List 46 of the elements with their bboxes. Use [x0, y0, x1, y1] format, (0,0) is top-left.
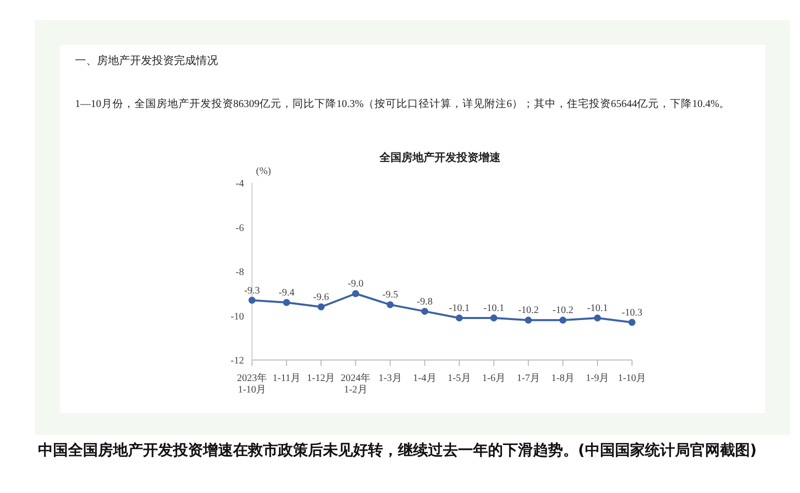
y-tick-label: -10	[230, 311, 244, 322]
x-tick-label: 1-9月	[586, 373, 610, 384]
x-tick-label: 1-3月	[378, 373, 402, 384]
x-tick-label: 1-11月	[272, 373, 301, 384]
point	[421, 308, 428, 315]
y-axis-title: (%)	[256, 166, 271, 177]
x-tick-label: 2024年 1-2月	[340, 372, 371, 396]
x-tick-label: 1-5月	[448, 373, 471, 384]
x-tick-label: 1-10月	[618, 373, 646, 384]
point	[248, 296, 256, 304]
point	[352, 290, 360, 298]
data-label: -9.3	[244, 285, 260, 296]
text: 中国全国房地产开发投资增速在救市政策后未见好转，继续过去一年的下滑趋势。(中国国家统计局官网截图)	[38, 440, 758, 460]
y-tick-label: -12	[230, 356, 244, 367]
data-label: -10.1	[483, 302, 504, 314]
x-tick-label: 1-12月	[306, 373, 336, 384]
data-label: -9.4	[278, 287, 294, 298]
x-tick-label: 1-6月	[482, 373, 506, 384]
point	[559, 316, 566, 324]
text: 1—10月份，全国房地产开发投资86309亿元，同比下降10.3%（按可比口径计算，详见附注6）；其中，住宅投资65644亿元，下降10.4%。	[75, 97, 732, 111]
point	[490, 314, 498, 322]
point	[283, 298, 290, 306]
point	[386, 301, 394, 308]
x-tick-label: 1-8月	[551, 373, 575, 384]
point	[456, 314, 463, 322]
x-tick-label: 1-7月	[516, 373, 540, 384]
x-tick-label: 2023年 1-10月	[237, 372, 267, 396]
data-label: -9.6	[313, 292, 330, 303]
point	[628, 318, 636, 326]
data-label: -10.2	[552, 305, 574, 316]
text: 一、房地产开发投资完成情况	[75, 54, 218, 68]
point	[318, 303, 325, 310]
y-tick-label: -6	[236, 222, 244, 234]
data-label: -10.1	[587, 302, 608, 314]
y-tick-label: -8	[236, 267, 244, 278]
point	[594, 314, 601, 322]
chart-title: 全国房地产开发投资增速	[378, 150, 502, 165]
data-label: -10.2	[518, 305, 539, 316]
data-label: -9.5	[382, 290, 398, 301]
x-tick-label: 1-4月	[413, 373, 436, 384]
data-label: -10.3	[622, 307, 642, 318]
data-label: -10.1	[448, 302, 470, 314]
point	[524, 316, 532, 324]
data-label: -9.8	[416, 296, 433, 308]
y-tick-label: -4	[236, 178, 244, 190]
data-label: -9.0	[348, 278, 364, 290]
